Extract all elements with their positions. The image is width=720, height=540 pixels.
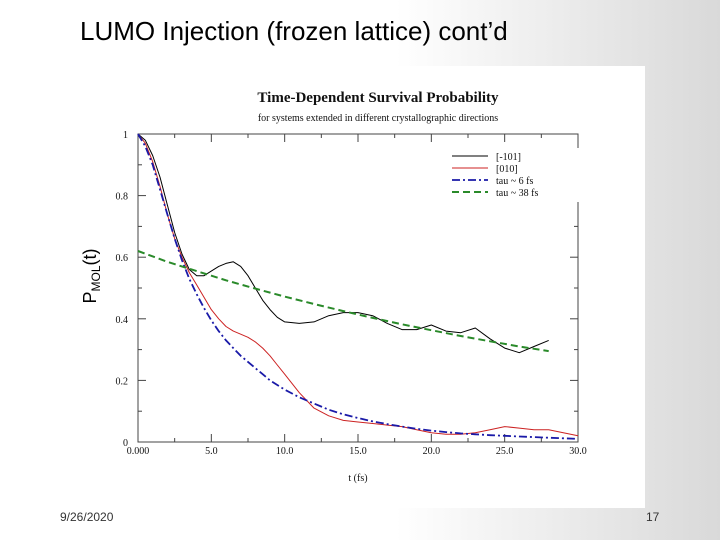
x-tick-label: 30.0 bbox=[569, 446, 587, 457]
slide-title: LUMO Injection (frozen lattice) cont’d bbox=[80, 16, 508, 46]
y-tick-label: 0.6 bbox=[116, 253, 129, 264]
y-tick-label: 0.4 bbox=[116, 315, 129, 326]
y-tick-label: 1 bbox=[123, 130, 128, 141]
x-tick-label: 10.0 bbox=[276, 446, 294, 457]
series-line-1 bbox=[137, 133, 549, 354]
series-line-3 bbox=[137, 133, 579, 440]
x-tick-label: 25.0 bbox=[496, 446, 513, 457]
series-line-2 bbox=[137, 133, 579, 437]
chart-subtitle: for systems extended in different crysta… bbox=[258, 113, 498, 124]
x-tick-label: 15.0 bbox=[349, 446, 367, 457]
survival-probability-chart: Time-Dependent Survival Probability for s… bbox=[80, 90, 587, 484]
legend-label: [-101] bbox=[496, 152, 521, 163]
legend-label: [010] bbox=[496, 164, 518, 175]
slide-page-number: 17 bbox=[646, 510, 660, 524]
chart-title: Time-Dependent Survival Probability bbox=[257, 90, 499, 106]
legend-label: tau ~ 6 fs bbox=[496, 176, 533, 187]
y-axis-label: PMOL(t) bbox=[80, 248, 103, 303]
chart-panel: Time-Dependent Survival Probability for s… bbox=[72, 66, 645, 508]
slide-date: 9/26/2020 bbox=[60, 510, 114, 524]
x-tick-label: 0.000 bbox=[127, 446, 150, 457]
x-axis-label: t (fs) bbox=[348, 473, 367, 484]
y-tick-label: 0.8 bbox=[116, 192, 129, 203]
x-tick-label: 20.0 bbox=[423, 446, 441, 457]
y-tick-label: 0.2 bbox=[116, 376, 129, 387]
y-tick-label: 0 bbox=[123, 438, 128, 449]
legend-label: tau ~ 38 fs bbox=[496, 188, 538, 199]
series-line-4 bbox=[137, 250, 549, 353]
x-tick-label: 5.0 bbox=[205, 446, 218, 457]
